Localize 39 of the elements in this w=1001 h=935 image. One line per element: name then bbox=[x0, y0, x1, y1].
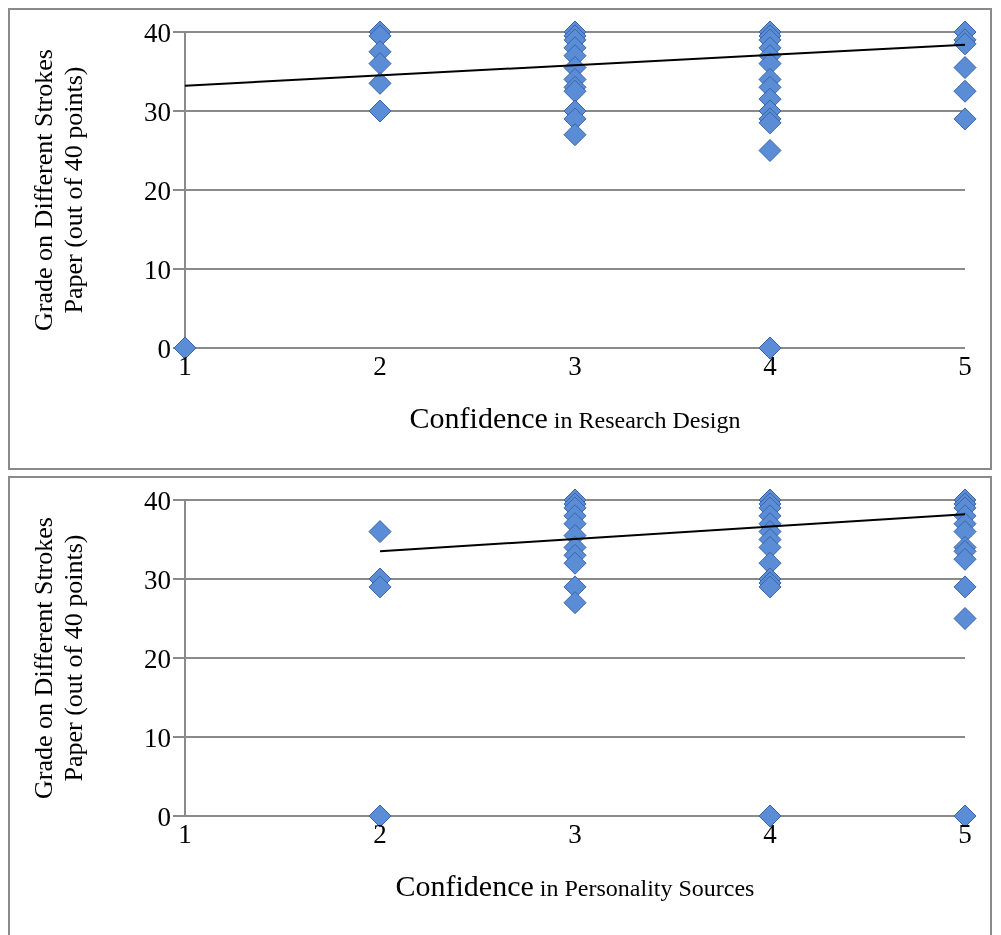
x-tick-label: 5 bbox=[958, 351, 972, 382]
y-tick-label: 40 bbox=[144, 485, 171, 516]
y-tick-label: 20 bbox=[144, 643, 171, 674]
x-tick-label: 2 bbox=[373, 351, 387, 382]
point bbox=[953, 547, 977, 571]
y-axis-title: Grade on Different Strokes Paper (out of 40 points) bbox=[29, 49, 88, 331]
y-tick-label: 10 bbox=[144, 722, 171, 753]
x-tick-label: 5 bbox=[958, 819, 972, 850]
point bbox=[368, 52, 392, 76]
x-tick-label: 4 bbox=[763, 351, 778, 382]
x-axis-title: Confidence in Personality Sources bbox=[395, 869, 755, 902]
point bbox=[953, 79, 977, 103]
x-tick-label: 3 bbox=[568, 351, 582, 382]
y-tick-label: 0 bbox=[157, 333, 171, 364]
point bbox=[953, 56, 977, 80]
point bbox=[368, 575, 392, 599]
y-tick-label: 20 bbox=[144, 175, 171, 206]
y-tick-label: 30 bbox=[144, 564, 171, 595]
x-tick-label: 1 bbox=[178, 351, 192, 382]
point bbox=[758, 139, 782, 162]
x-tick-label: 3 bbox=[568, 819, 582, 850]
y-tick-label: 30 bbox=[144, 96, 171, 127]
point bbox=[953, 575, 977, 599]
x-tick-label: 4 bbox=[763, 819, 778, 850]
point bbox=[563, 591, 587, 615]
point bbox=[563, 551, 587, 575]
y-tick-label: 40 bbox=[144, 17, 171, 48]
point bbox=[368, 71, 392, 95]
x-tick-label: 1 bbox=[178, 819, 192, 850]
point bbox=[953, 607, 977, 630]
y-tick-label: 0 bbox=[157, 801, 171, 832]
y-tick-label: 10 bbox=[144, 254, 171, 285]
point bbox=[953, 107, 977, 131]
point bbox=[368, 99, 392, 123]
x-axis-title: Confidence in Research Design bbox=[409, 401, 741, 434]
y-axis-title: Grade on Different Strokes Paper (out of 40 points) bbox=[29, 517, 88, 799]
x-tick-label: 2 bbox=[373, 819, 387, 850]
point bbox=[563, 123, 587, 147]
point bbox=[368, 520, 392, 544]
